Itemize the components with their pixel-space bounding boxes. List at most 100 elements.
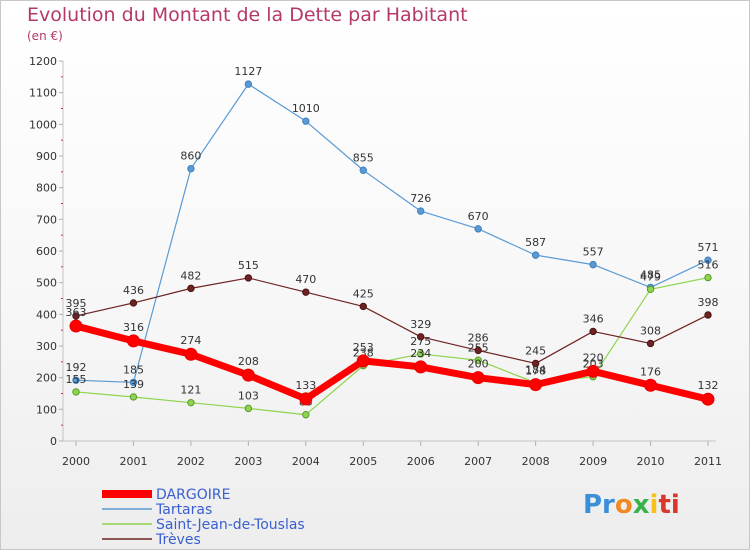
data-point-tartaras: [244, 80, 253, 88]
data-point-dargoire: [414, 360, 428, 374]
data-label-tartaras: 670: [468, 210, 489, 223]
data-point-treves: [474, 346, 482, 355]
data-point-dargoire: [471, 371, 485, 385]
x-tick-label: 2003: [234, 455, 262, 468]
logo-letter: x: [632, 490, 650, 520]
data-point-treves: [129, 299, 138, 307]
data-label-treves: 395: [66, 297, 87, 310]
y-tick-label: 700: [36, 213, 57, 226]
data-point-treves: [704, 311, 712, 319]
data-label-tartaras: 192: [66, 361, 87, 374]
legend-label: Saint-Jean-de-Touslas: [156, 517, 305, 533]
y-tick-label: 100: [36, 403, 57, 416]
data-point-saint-jean-de-touslas: [302, 411, 310, 419]
data-point-saint-jean-de-touslas: [646, 285, 655, 294]
data-point-tartaras: [531, 251, 540, 259]
data-point-dargoire: [529, 378, 543, 392]
data-label-tartaras: 557: [583, 246, 604, 259]
logo-letter: o: [614, 490, 633, 520]
y-tick-label: 0: [50, 435, 57, 448]
x-tick-label: 2011: [694, 455, 722, 468]
chart-title: Evolution du Montant de la Dette par Hab…: [27, 4, 468, 26]
data-label-treves: 245: [525, 344, 546, 357]
data-point-saint-jean-de-touslas: [417, 350, 425, 358]
data-label-tartaras: 185: [123, 363, 144, 376]
data-point-tartaras: [359, 166, 367, 174]
data-label-dargoire: 133: [295, 379, 316, 392]
series-line-treves: [75, 277, 709, 365]
data-point-dargoire: [126, 334, 140, 348]
data-label-dargoire: 253: [353, 341, 374, 354]
data-label-dargoire: 363: [66, 306, 87, 319]
data-label-tartaras: 855: [353, 151, 374, 164]
data-label-saint-jean-de-touslas: 203: [583, 358, 604, 371]
x-tick-label: 2006: [407, 455, 435, 468]
data-label-treves: 286: [468, 331, 489, 344]
data-label-saint-jean-de-touslas: 103: [238, 389, 259, 402]
data-point-dargoire: [299, 392, 313, 406]
series-line-saint-jean-de-touslas: [75, 277, 709, 416]
series-line-tartaras: [75, 83, 709, 384]
data-label-dargoire: 316: [123, 321, 144, 334]
data-label-saint-jean-de-touslas: 121: [180, 384, 201, 397]
data-label-dargoire: 220: [583, 351, 604, 364]
data-point-treves: [359, 302, 367, 311]
data-point-dargoire: [184, 347, 198, 361]
data-point-dargoire: [586, 364, 600, 378]
data-point-saint-jean-de-touslas: [474, 356, 482, 364]
data-point-saint-jean-de-touslas: [187, 398, 195, 407]
data-label-treves: 329: [410, 318, 431, 331]
x-tick-label: 2008: [522, 455, 550, 468]
series-line-dargoire: [72, 322, 712, 403]
data-point-tartaras: [302, 117, 310, 125]
data-point-treves: [72, 312, 80, 320]
data-label-treves: 470: [295, 273, 316, 286]
data-point-dargoire: [356, 354, 370, 368]
x-tick-label: 2005: [349, 455, 377, 468]
x-tick-label: 2002: [177, 455, 205, 468]
x-tick-label: 2001: [119, 455, 147, 468]
y-tick-label: 800: [36, 182, 57, 195]
data-point-tartaras: [474, 225, 482, 233]
legend-label: DARGOIRE: [156, 487, 230, 503]
y-tick-label: 1200: [29, 55, 57, 68]
data-label-treves: 425: [353, 287, 374, 300]
data-point-tartaras: [72, 376, 80, 384]
data-point-dargoire: [644, 378, 658, 392]
data-label-dargoire: 200: [468, 358, 489, 371]
data-point-treves: [244, 274, 253, 282]
logo-letter: ti: [658, 490, 680, 520]
data-label-treves: 436: [123, 284, 144, 297]
data-label-tartaras: 571: [698, 241, 719, 254]
data-point-tartaras: [187, 164, 195, 173]
data-point-treves: [646, 339, 655, 348]
data-label-saint-jean-de-touslas: 155: [66, 373, 87, 386]
data-label-dargoire: 132: [698, 379, 719, 392]
legend-label: Tartaras: [155, 502, 212, 518]
data-label-treves: 398: [698, 296, 719, 309]
x-tick-label: 2000: [62, 455, 90, 468]
data-point-treves: [531, 359, 540, 368]
y-tick-label: 200: [36, 372, 57, 385]
x-tick-label: 2009: [579, 455, 607, 468]
data-label-dargoire: 176: [640, 365, 661, 378]
data-point-dargoire: [241, 368, 255, 382]
data-point-saint-jean-de-touslas: [704, 273, 712, 282]
data-point-treves: [187, 284, 195, 293]
logo-letter: Pr: [583, 490, 615, 520]
data-label-tartaras: 485: [640, 268, 661, 281]
data-label-tartaras: 1010: [292, 102, 320, 115]
x-tick-label: 2004: [292, 455, 320, 468]
data-label-dargoire: 178: [525, 365, 546, 378]
data-label-tartaras: 587: [525, 236, 546, 249]
data-point-dargoire: [69, 319, 83, 333]
logo-letter: i: [649, 490, 659, 520]
data-point-treves: [589, 327, 597, 336]
data-label-treves: 482: [180, 269, 201, 282]
y-tick-label: 1100: [29, 87, 57, 100]
data-label-tartaras: 1127: [234, 65, 262, 78]
legend-label: Trèves: [155, 532, 201, 548]
data-label-dargoire: 274: [180, 334, 201, 347]
